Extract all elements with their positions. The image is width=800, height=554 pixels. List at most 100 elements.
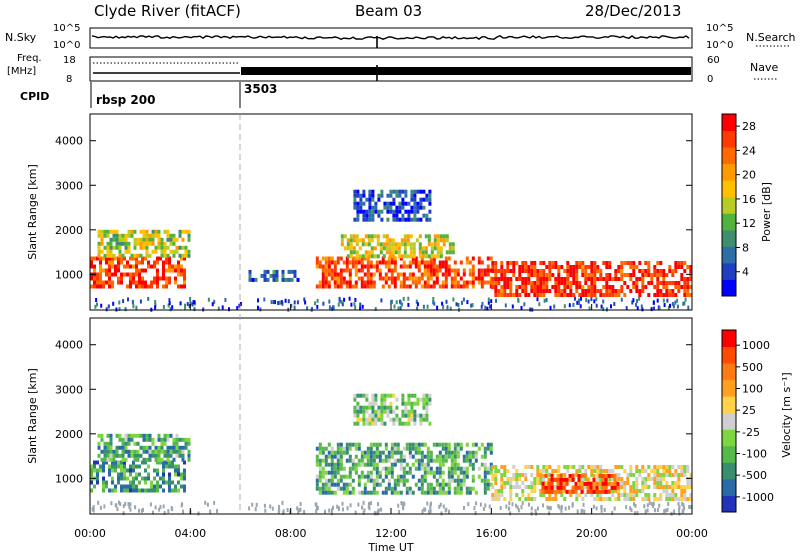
- range-cell: [118, 237, 122, 242]
- range-cell: [109, 449, 113, 454]
- range-cell: [462, 478, 466, 483]
- range-cell: [387, 268, 391, 273]
- range-cell: [318, 490, 322, 495]
- range-cell: [315, 503, 318, 508]
- range-cell: [506, 261, 510, 265]
- range-cell: [683, 281, 687, 285]
- range-cell: [550, 473, 554, 478]
- range-cell: [506, 477, 510, 481]
- range-cell: [361, 304, 364, 309]
- range-cell: [581, 477, 585, 481]
- range-cell: [671, 281, 675, 285]
- range-cell: [543, 298, 546, 303]
- range-cell: [596, 497, 600, 501]
- nsky-tick-high: 10^5: [53, 23, 80, 34]
- range-cell: [369, 450, 373, 455]
- range-cell: [156, 284, 159, 289]
- range-cell: [407, 393, 411, 398]
- range-cell: [641, 289, 645, 293]
- range-cell: [545, 281, 549, 285]
- range-cell: [494, 269, 498, 273]
- range-cell: [162, 305, 165, 309]
- range-cell: [373, 254, 377, 259]
- range-cell: [119, 502, 122, 507]
- range-cell: [530, 273, 534, 277]
- range-cell: [447, 268, 451, 273]
- range-cell: [162, 476, 165, 481]
- range-cell: [181, 453, 185, 458]
- range-cell: [297, 510, 300, 515]
- range-cell: [410, 193, 414, 198]
- range-cell: [462, 466, 466, 471]
- range-cell: [374, 421, 378, 426]
- range-cell: [365, 209, 369, 214]
- range-cell: [671, 293, 675, 297]
- range-cell: [388, 238, 392, 243]
- range-cell: [680, 469, 684, 473]
- range-cell: [483, 268, 487, 273]
- range-cell: [163, 433, 167, 438]
- range-cell: [668, 469, 672, 473]
- range-cell: [665, 497, 669, 501]
- range-cell: [668, 473, 672, 477]
- range-cell: [405, 284, 409, 289]
- range-cell: [174, 276, 177, 281]
- range-cell: [689, 477, 693, 481]
- range-cell: [659, 261, 663, 265]
- range-cell: [154, 229, 158, 234]
- range-cell: [420, 474, 424, 479]
- range-cell: [156, 268, 159, 273]
- range-cell: [184, 445, 188, 450]
- range-cell: [145, 241, 149, 246]
- range-cell: [509, 511, 512, 516]
- range-cell: [361, 254, 365, 259]
- colorbar-frame: [721, 329, 737, 513]
- range-cell: [392, 217, 396, 222]
- range-cell: [353, 189, 357, 194]
- range-cell: [450, 454, 454, 459]
- range-cell: [399, 300, 402, 305]
- range-cell: [640, 304, 643, 309]
- range-cell: [634, 503, 637, 508]
- range-cell: [121, 237, 125, 242]
- range-cell: [382, 242, 386, 247]
- range-cell: [405, 462, 409, 467]
- range-cell: [509, 497, 513, 501]
- range-cell: [354, 470, 358, 475]
- range-cell: [129, 468, 132, 473]
- range-cell: [390, 276, 394, 281]
- range-cell: [387, 454, 391, 459]
- range-cell: [160, 441, 164, 446]
- range-cell: [346, 506, 349, 511]
- range-cell: [480, 284, 484, 289]
- range-cell: [324, 446, 328, 451]
- range-cell: [360, 276, 364, 281]
- range-cell: [178, 445, 182, 450]
- range-cell: [426, 260, 430, 265]
- range-cell: [405, 446, 409, 451]
- range-cell: [586, 489, 590, 494]
- range-cell: [610, 304, 612, 309]
- range-cell: [372, 280, 376, 285]
- range-cell: [674, 473, 678, 477]
- range-cell: [357, 268, 361, 273]
- range-cell: [327, 256, 331, 261]
- range-cell: [589, 481, 593, 486]
- range-cell: [453, 466, 457, 471]
- range-cell: [390, 268, 394, 273]
- range-cell: [91, 507, 94, 512]
- station-title: Clyde River (fitACF): [94, 2, 241, 20]
- range-cell: [371, 421, 375, 426]
- range-cell: [477, 268, 481, 273]
- range-cell: [395, 417, 399, 422]
- range-cell: [547, 481, 551, 486]
- range-cell: [680, 285, 684, 289]
- range-cell: [187, 237, 191, 242]
- range-cell: [590, 261, 594, 265]
- range-cell: [533, 481, 537, 485]
- range-cell: [416, 413, 420, 418]
- range-cell: [491, 265, 495, 269]
- range-cell: [171, 464, 174, 469]
- range-cell: [686, 265, 690, 269]
- range-cell: [557, 465, 561, 469]
